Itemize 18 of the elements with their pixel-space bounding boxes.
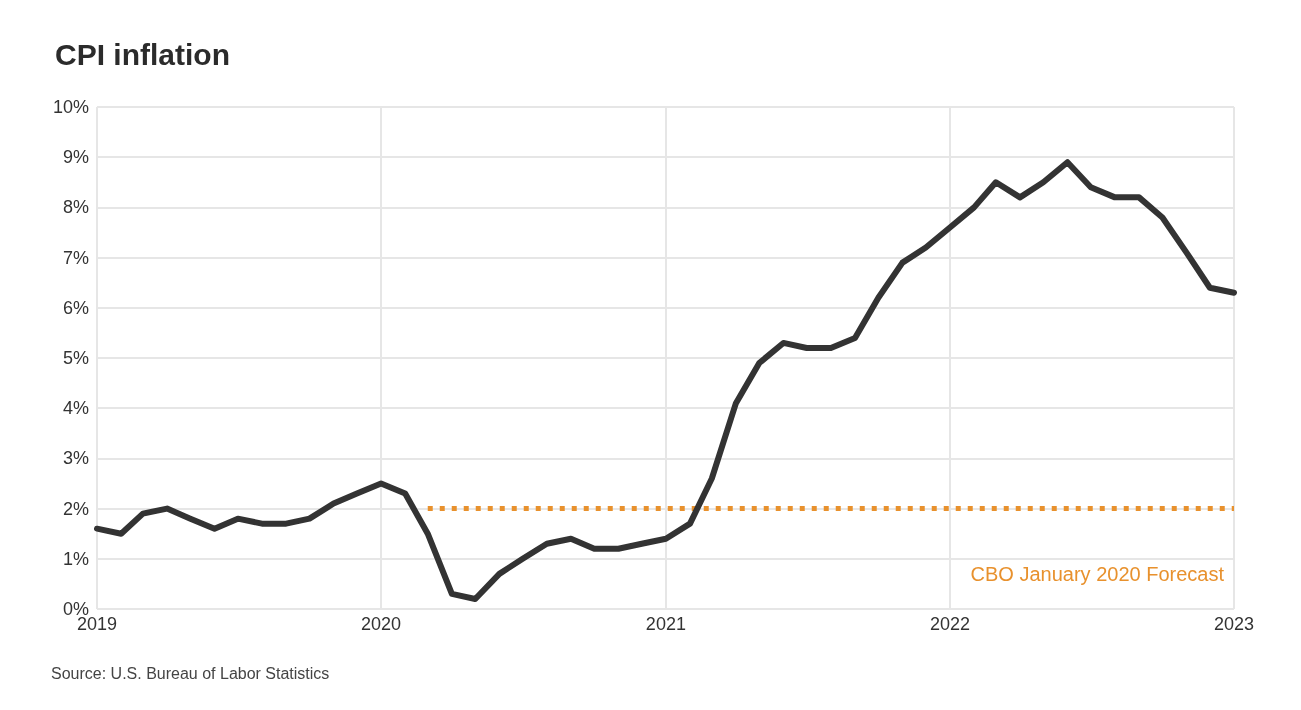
y-tick-label: 2% xyxy=(62,498,89,519)
x-tick-label: 2023 xyxy=(1213,614,1255,634)
chart-title: CPI inflation xyxy=(55,37,230,71)
y-tick-label: 1% xyxy=(62,548,89,569)
y-tick-label: 6% xyxy=(62,297,89,318)
x-tick-label: 2021 xyxy=(645,614,686,634)
y-tick-label: 8% xyxy=(62,197,89,218)
x-tick-label: 2022 xyxy=(929,614,970,634)
y-tick-label: 7% xyxy=(62,247,89,268)
source-note: Source: U.S. Bureau of Labor Statistics xyxy=(51,664,330,682)
y-tick-label: 9% xyxy=(62,147,89,168)
y-tick-label: 3% xyxy=(62,448,89,469)
y-tick-label: 5% xyxy=(62,348,89,368)
x-tick-label: 2019 xyxy=(76,614,118,634)
x-tick-label: 2020 xyxy=(361,614,402,634)
text: CBO January 2020 Forecast xyxy=(970,562,1225,585)
y-tick-label: 10% xyxy=(52,97,89,117)
y-tick-label: 4% xyxy=(62,398,89,419)
